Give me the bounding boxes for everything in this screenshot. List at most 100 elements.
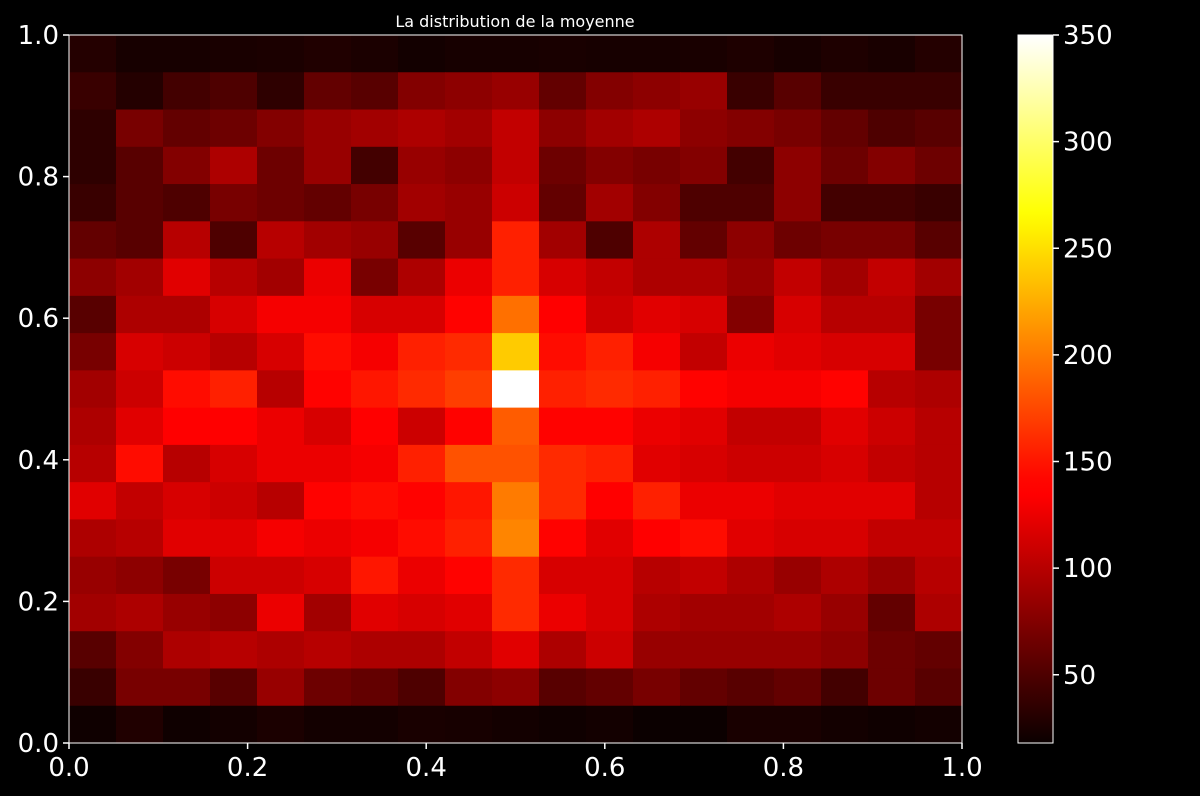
heatmap-cell bbox=[821, 333, 869, 371]
heatmap-cell bbox=[69, 593, 117, 632]
heatmap-cell bbox=[257, 631, 305, 670]
heatmap-cell bbox=[492, 668, 540, 707]
heatmap-cell bbox=[351, 146, 399, 185]
heatmap-cell bbox=[210, 295, 258, 334]
heatmap-cell bbox=[539, 631, 587, 670]
heatmap-cell bbox=[116, 295, 164, 334]
heatmap-cell bbox=[492, 556, 540, 595]
heatmap-cell bbox=[398, 370, 446, 409]
x-tick-label: 1.0 bbox=[941, 753, 982, 783]
heatmap-cell bbox=[351, 221, 399, 260]
heatmap-cell bbox=[727, 184, 775, 222]
heatmap-cell bbox=[304, 444, 352, 483]
heatmap-cell bbox=[915, 593, 963, 632]
heatmap-cell bbox=[351, 482, 399, 521]
heatmap-cell bbox=[774, 35, 822, 73]
heatmap-cell bbox=[304, 370, 352, 409]
heatmap-cell bbox=[210, 146, 258, 185]
heatmap-cell bbox=[539, 705, 587, 744]
heatmap-cell bbox=[868, 668, 916, 707]
heatmap-cell bbox=[586, 295, 634, 334]
heatmap-cell bbox=[257, 556, 305, 595]
heatmap-cell bbox=[727, 556, 775, 595]
heatmap-cell bbox=[868, 146, 916, 185]
heatmap-cell bbox=[257, 333, 305, 371]
heatmap-cell bbox=[304, 184, 352, 222]
heatmap-cell bbox=[257, 482, 305, 521]
heatmap-cell bbox=[633, 370, 681, 409]
heatmap-cell bbox=[116, 482, 164, 521]
heatmap-cell bbox=[210, 35, 258, 73]
heatmap-cell bbox=[398, 333, 446, 371]
heatmap-cell bbox=[304, 519, 352, 558]
heatmap-cell bbox=[398, 705, 446, 744]
heatmap-cell bbox=[774, 482, 822, 521]
heatmap-cell bbox=[633, 593, 681, 632]
plot-frame bbox=[68, 34, 963, 744]
heatmap-cell bbox=[539, 519, 587, 558]
heatmap-cell bbox=[351, 705, 399, 744]
heatmap-cell bbox=[915, 258, 963, 297]
heatmap-cell bbox=[868, 593, 916, 632]
heatmap-cell bbox=[868, 109, 916, 148]
heatmap-cell bbox=[821, 72, 869, 111]
heatmap-cell bbox=[586, 258, 634, 297]
heatmap-cell bbox=[915, 444, 963, 483]
heatmap-cell bbox=[116, 109, 164, 148]
heatmap-cell bbox=[69, 333, 117, 371]
heatmap-cell bbox=[398, 407, 446, 446]
heatmap-cell bbox=[821, 519, 869, 558]
heatmap-cell bbox=[163, 35, 211, 73]
heatmap-cell bbox=[821, 146, 869, 185]
heatmap-cell bbox=[774, 668, 822, 707]
heatmap-cell bbox=[351, 593, 399, 632]
heatmap-cell bbox=[633, 444, 681, 483]
heatmap-cell bbox=[492, 72, 540, 111]
heatmap-cell bbox=[116, 184, 164, 222]
heatmap-cell bbox=[727, 593, 775, 632]
heatmap-cell bbox=[257, 184, 305, 222]
heatmap-cell bbox=[539, 109, 587, 148]
heatmap-cell bbox=[116, 668, 164, 707]
heatmap-cell bbox=[445, 370, 493, 409]
heatmap-cell bbox=[586, 221, 634, 260]
heatmap-cell bbox=[774, 593, 822, 632]
heatmap-cell bbox=[868, 35, 916, 73]
heatmap-cell bbox=[774, 370, 822, 409]
heatmap-cell bbox=[116, 556, 164, 595]
heatmap-cell bbox=[163, 221, 211, 260]
heatmap-cell bbox=[69, 258, 117, 297]
colorbar: 50 100 150 200 250 300 350 bbox=[1017, 21, 1113, 744]
heatmap-cell bbox=[727, 35, 775, 73]
heatmap-cell bbox=[445, 631, 493, 670]
heatmap-cell bbox=[351, 631, 399, 670]
heatmap-cell bbox=[445, 407, 493, 446]
heatmap-cell bbox=[680, 72, 728, 111]
heatmap-cell bbox=[163, 705, 211, 744]
heatmap-cell bbox=[821, 668, 869, 707]
heatmap-cell bbox=[257, 221, 305, 260]
heatmap-cell bbox=[539, 482, 587, 521]
chart-title: La distribution de la moyenne bbox=[395, 12, 634, 31]
heatmap-cells bbox=[69, 35, 963, 744]
heatmap-cell bbox=[586, 705, 634, 744]
heatmap-cell bbox=[680, 407, 728, 446]
heatmap-cell bbox=[868, 444, 916, 483]
colorbar-tick-label: 150 bbox=[1063, 448, 1113, 478]
heatmap-cell bbox=[727, 705, 775, 744]
heatmap-cell bbox=[915, 631, 963, 670]
heatmap-cell bbox=[116, 333, 164, 371]
heatmap-cell bbox=[727, 519, 775, 558]
heatmap-cell bbox=[116, 370, 164, 409]
heatmap-cell bbox=[727, 333, 775, 371]
colorbar-tick-label: 250 bbox=[1063, 234, 1113, 264]
heatmap-cell bbox=[398, 519, 446, 558]
heatmap-cell bbox=[774, 407, 822, 446]
heatmap-cell bbox=[915, 333, 963, 371]
heatmap-cell bbox=[821, 444, 869, 483]
heatmap-cell bbox=[445, 444, 493, 483]
heatmap-cell bbox=[586, 72, 634, 111]
heatmap-cell bbox=[680, 631, 728, 670]
heatmap-cell bbox=[633, 668, 681, 707]
heatmap-cell bbox=[680, 221, 728, 260]
